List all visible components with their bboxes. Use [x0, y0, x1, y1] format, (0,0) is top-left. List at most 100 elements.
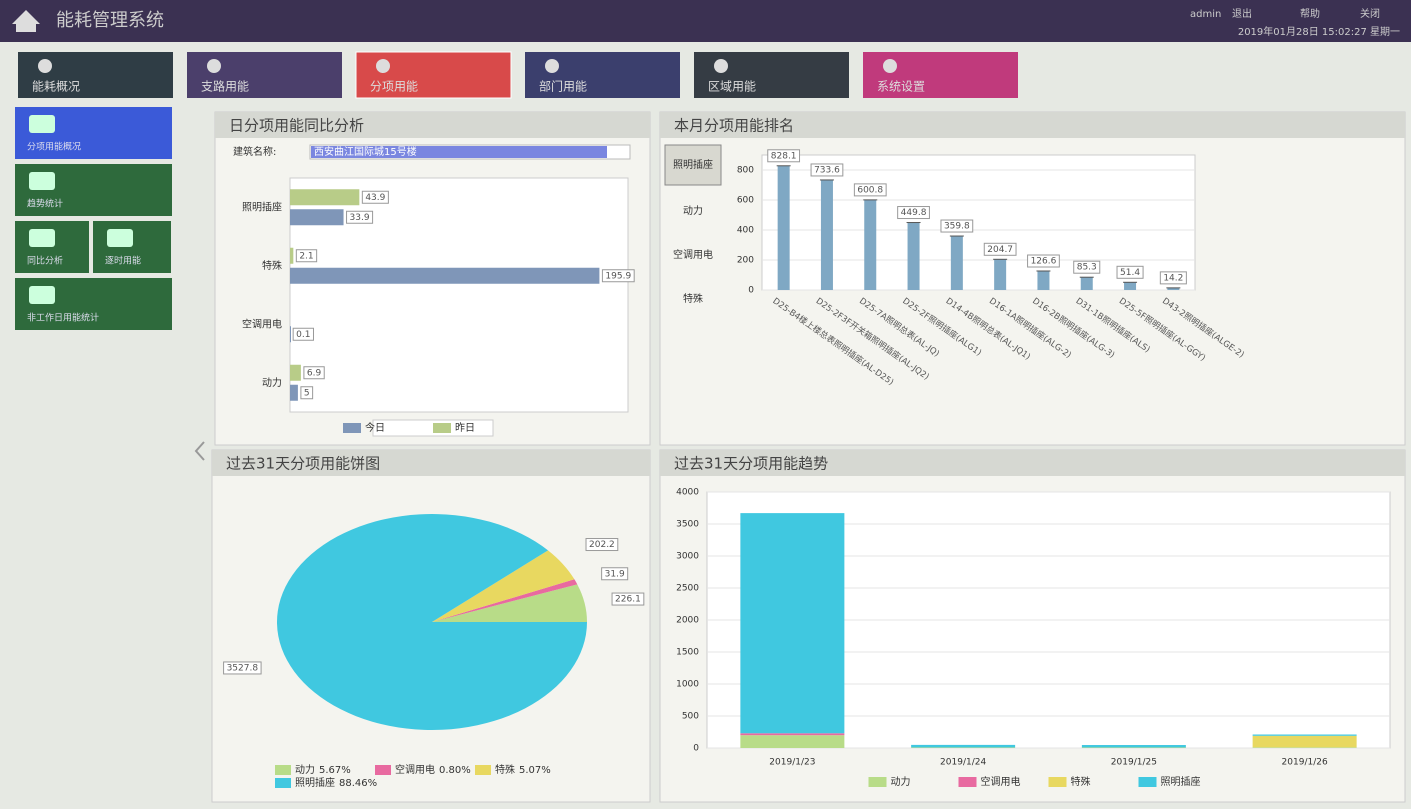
- legend-percent: 5.67%: [319, 765, 351, 776]
- bar-segment: [740, 735, 844, 748]
- value-label: 204.7: [987, 245, 1013, 255]
- panel-title: 过去31天分项用能趋势: [674, 455, 828, 473]
- value-label: 226.1: [615, 595, 641, 605]
- bar: [290, 248, 293, 264]
- bar-segment: [740, 733, 844, 735]
- value-label: 31.9: [605, 569, 625, 579]
- side-label[interactable]: 逐时用能: [105, 255, 141, 267]
- legend-label: 空调用电: [981, 775, 1021, 788]
- side-label[interactable]: 同比分析: [27, 255, 63, 267]
- value-label: 51.4: [1120, 268, 1140, 278]
- legend-label: 今日: [365, 421, 385, 434]
- nav-label[interactable]: 能耗概况: [32, 80, 80, 94]
- legend-swatch: [869, 777, 887, 787]
- user-item[interactable]: 关闭: [1360, 7, 1380, 20]
- bar: [290, 326, 291, 342]
- nav-label[interactable]: 系统设置: [877, 80, 925, 94]
- value-label: 33.9: [350, 213, 370, 223]
- tab[interactable]: 照明插座: [673, 158, 713, 171]
- value-label: 2.1: [299, 251, 313, 261]
- y-tick-label: 2000: [676, 616, 699, 626]
- bar: [290, 189, 359, 205]
- value-label: 3527.8: [227, 663, 259, 673]
- value-label: 43.9: [365, 193, 385, 203]
- nav-label[interactable]: 分项用能: [370, 80, 418, 94]
- nav-icon: [545, 59, 559, 73]
- side-label[interactable]: 非工作日用能统计: [27, 312, 99, 324]
- nav-label[interactable]: 区域用能: [708, 80, 756, 94]
- legend-label: 特殊: [495, 763, 515, 776]
- legend-label: 特殊: [1071, 775, 1091, 788]
- y-tick-label: 800: [737, 166, 754, 176]
- panel-title: 过去31天分项用能饼图: [226, 455, 380, 473]
- value-label: 85.3: [1077, 263, 1097, 273]
- tab[interactable]: 空调用电: [673, 248, 713, 261]
- bar: [994, 259, 1006, 290]
- bar-segment: [1253, 735, 1357, 736]
- y-tick-label: 3000: [676, 552, 699, 562]
- bar: [908, 223, 920, 290]
- side-label[interactable]: 趋势统计: [27, 198, 63, 210]
- bar-segment: [1253, 736, 1357, 748]
- bar: [864, 200, 876, 290]
- pie-slice: [277, 514, 587, 730]
- y-tick-label: 2500: [676, 584, 699, 594]
- legend-swatch: [1049, 777, 1067, 787]
- bar: [1124, 282, 1136, 290]
- bar: [1081, 277, 1093, 290]
- bar: [290, 268, 599, 284]
- user-item[interactable]: admin: [1190, 9, 1221, 20]
- legend-swatch: [433, 423, 451, 433]
- legend-swatch: [275, 778, 291, 788]
- prev-arrow[interactable]: [196, 442, 204, 460]
- legend-swatch: [959, 777, 977, 787]
- tab[interactable]: 特殊: [683, 292, 703, 305]
- legend-percent: 88.46%: [339, 778, 377, 789]
- value-label: 449.8: [901, 208, 927, 218]
- nav-icon: [714, 59, 728, 73]
- x-tick-label: 2019/1/24: [940, 758, 986, 768]
- nav-label[interactable]: 部门用能: [539, 79, 587, 94]
- bar-segment: [1082, 747, 1186, 748]
- value-label: 359.8: [944, 222, 970, 232]
- legend-swatch: [343, 423, 361, 433]
- y-tick-label: 空调用电: [242, 317, 282, 330]
- building-label: 建筑名称:: [233, 145, 276, 158]
- side-icon: [29, 172, 55, 190]
- nav-icon: [207, 59, 221, 73]
- bar-segment: [740, 513, 844, 733]
- nav-icon: [38, 59, 52, 73]
- side-icon: [29, 286, 55, 304]
- building-value: 西安曲江国际城15号楼: [314, 145, 417, 158]
- legend-label: 动力: [891, 775, 911, 788]
- bar: [290, 365, 301, 381]
- legend-swatch: [1139, 777, 1157, 787]
- bar: [821, 180, 833, 290]
- user-item[interactable]: 退出: [1232, 7, 1252, 20]
- tab[interactable]: 动力: [683, 204, 703, 217]
- legend-label: 照明插座: [1161, 775, 1201, 788]
- nav-label[interactable]: 支路用能: [201, 79, 249, 94]
- side-icon: [29, 229, 55, 247]
- x-tick-label: 2019/1/23: [769, 758, 815, 768]
- header-bar: [0, 0, 1411, 42]
- y-tick-label: 400: [737, 226, 754, 236]
- y-tick-label: 600: [737, 196, 754, 206]
- legend-percent: 5.07%: [519, 765, 551, 776]
- user-item[interactable]: 帮助: [1300, 7, 1320, 20]
- value-label: 600.8: [857, 185, 883, 195]
- legend-label: 空调用电: [395, 763, 435, 776]
- side-label[interactable]: 分项用能概况: [27, 141, 81, 153]
- x-tick-label: 2019/1/25: [1111, 758, 1157, 768]
- value-label: 14.2: [1163, 273, 1183, 283]
- legend-swatch: [375, 765, 391, 775]
- legend-label: 动力: [295, 763, 315, 776]
- value-label: 6.9: [307, 368, 322, 378]
- y-tick-label: 特殊: [262, 259, 282, 272]
- value-label: 126.6: [1031, 257, 1057, 267]
- panel-title: 日分项用能同比分析: [229, 117, 364, 135]
- legend-label: 昨日: [455, 422, 475, 434]
- nav-icon: [376, 59, 390, 73]
- value-label: 5: [304, 388, 310, 398]
- value-label: 0.1: [296, 330, 310, 340]
